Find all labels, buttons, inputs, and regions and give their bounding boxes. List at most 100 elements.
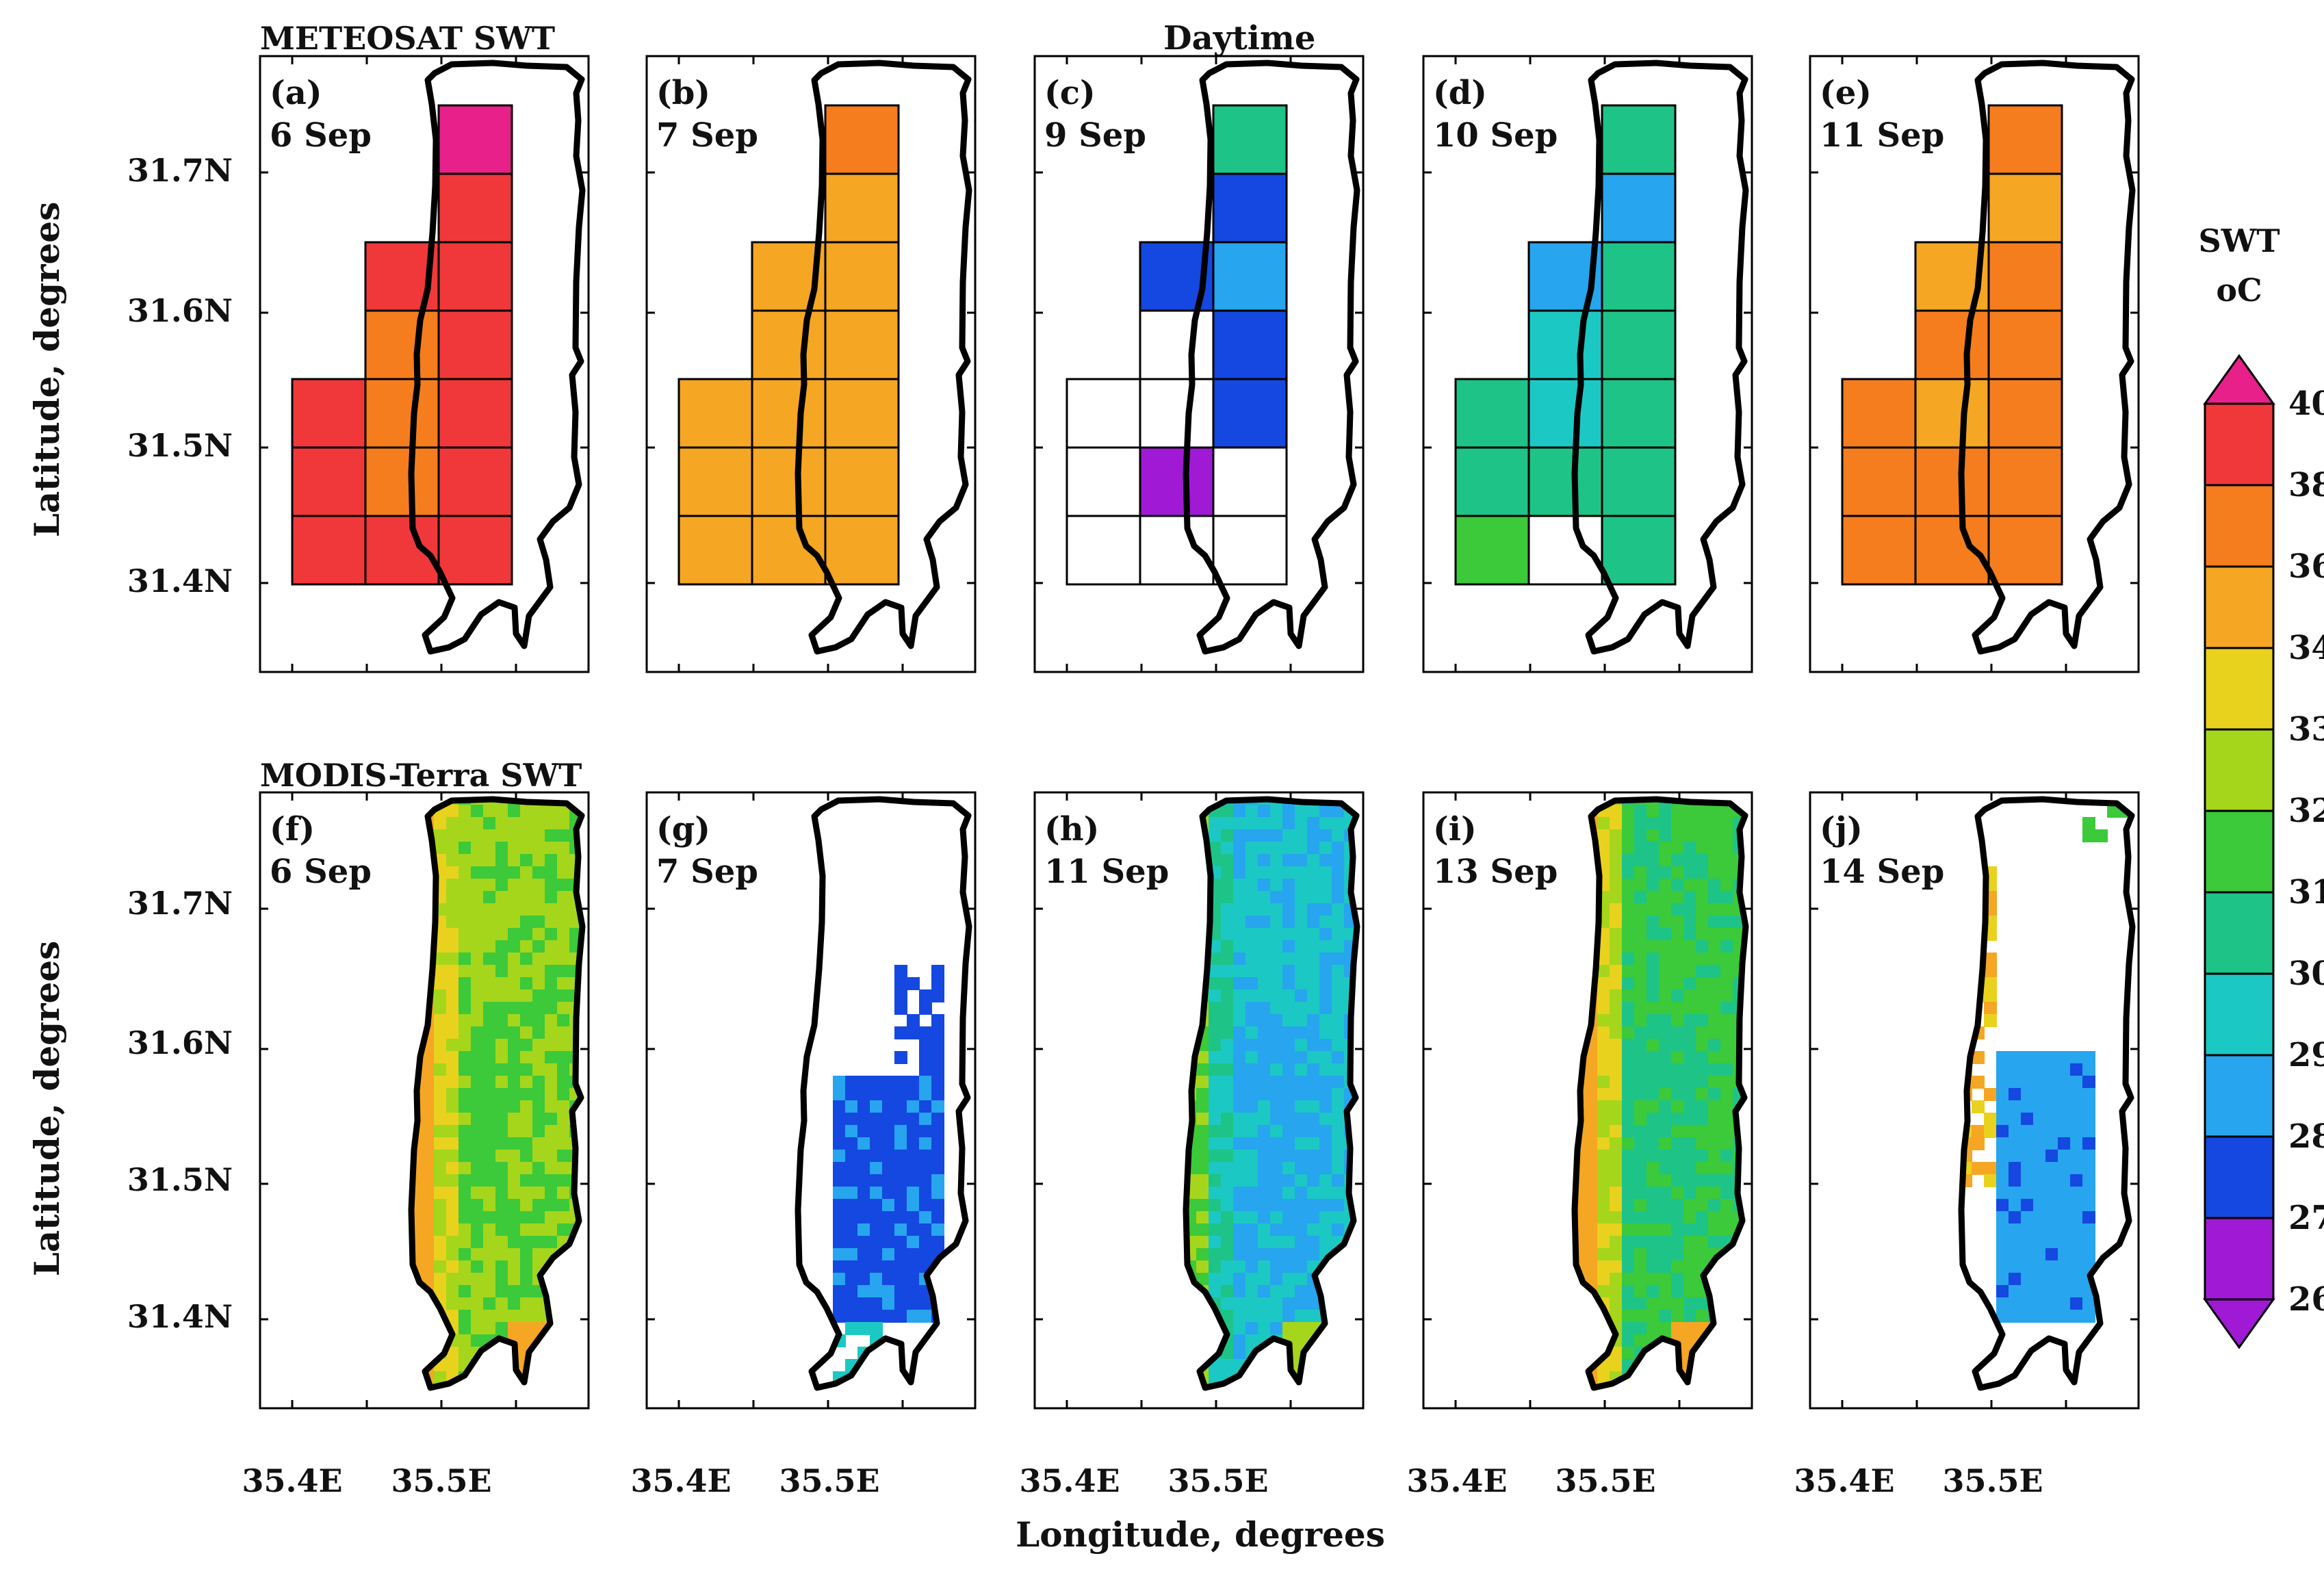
swt-pixel: [1984, 1014, 1997, 1027]
lon-ticks: 35.4E 35.5E 35.4E 35.5E 35.4E 35.5E 35.4…: [242, 1462, 2043, 1499]
swt-pixel: [1245, 1174, 1258, 1187]
swt-pixel: [1622, 1310, 1635, 1323]
swt-pixel: [2021, 1236, 2034, 1249]
swt-pixel: [1295, 928, 1308, 941]
colorbar-band: [2204, 402, 2275, 487]
swt-pixel: [1996, 1273, 2009, 1286]
swt-pixel: [1659, 1260, 1672, 1273]
swt-pixel: [532, 916, 545, 929]
swt-pixel: [1634, 817, 1647, 830]
swt-pixel: [894, 1187, 907, 1200]
swt-pixel: [1233, 965, 1246, 978]
swt-pixel: [471, 1322, 484, 1335]
swt-pixel: [2058, 1088, 2071, 1101]
swt-pixel: [1622, 1150, 1635, 1163]
swt-pixel: [1647, 1273, 1660, 1286]
swt-pixel: [483, 805, 496, 818]
swt-pixel: [495, 928, 508, 941]
swt-pixel: [1270, 866, 1283, 879]
swt-pixel: [2009, 1162, 2022, 1175]
swt-pixel: [1258, 842, 1271, 855]
swt-pixel: [1307, 977, 1320, 990]
swt-pixel: [931, 1088, 944, 1101]
swt-pixel: [1319, 1150, 1332, 1163]
swt-pixel: [1258, 1310, 1271, 1323]
swt-pixel: [1307, 965, 1320, 978]
swt-pixel: [483, 891, 496, 904]
swt-pixel: [471, 829, 484, 842]
swt-pixel: [1258, 1273, 1271, 1286]
swt-pixel: [1295, 891, 1308, 904]
swt-pixel: [2058, 1076, 2071, 1089]
swt-grid-cell: [1914, 446, 1990, 517]
swt-pixel: [471, 1039, 484, 1052]
swt-pixel: [1585, 1100, 1598, 1113]
swt-pixel: [483, 1273, 496, 1286]
panel-label: (f): [270, 810, 315, 849]
swt-pixel: [459, 1125, 472, 1138]
swt-pixel: [1696, 903, 1709, 916]
swt-pixel: [1270, 1014, 1283, 1027]
swt-pixel: [459, 1076, 472, 1089]
swt-pixel: [1270, 1223, 1283, 1236]
swt-pixel: [446, 1125, 459, 1138]
swt-pixel: [1708, 1223, 1721, 1236]
swt-pixel: [1708, 805, 1721, 818]
swt-pixel: [2070, 1236, 2083, 1249]
swt-pixel: [545, 1125, 558, 1138]
lat-tick-label: 31.7N: [127, 885, 233, 922]
swt-pixel: [1671, 953, 1684, 966]
swt-pixel: [495, 1051, 508, 1064]
swt-pixel: [2033, 1199, 2046, 1212]
swt-pixel: [2058, 1187, 2071, 1200]
swt-grid-cell: [1841, 515, 1917, 586]
swt-pixel: [508, 928, 521, 941]
swt-pixel: [1332, 854, 1345, 867]
swt-pixel: [1671, 805, 1684, 818]
swt-pixel: [483, 953, 496, 966]
swt-pixel: [931, 1014, 944, 1027]
swt-pixel: [1634, 805, 1647, 818]
swt-pixel: [1319, 928, 1332, 941]
swt-pixel: [882, 1113, 895, 1126]
swt-pixel: [532, 1310, 545, 1323]
swt-pixel: [446, 891, 459, 904]
swt-pixel: [1622, 1088, 1635, 1101]
swt-pixel: [1720, 1076, 1733, 1089]
swt-pixel: [1683, 903, 1696, 916]
panel-date: 6 Sep: [270, 116, 372, 155]
swt-pixel: [882, 1236, 895, 1249]
swt-pixel: [1708, 965, 1721, 978]
swt-pixel: [1295, 1322, 1308, 1335]
swt-pixel: [1319, 1002, 1332, 1015]
swt-pixel: [495, 965, 508, 978]
swt-pixel: [1209, 817, 1222, 830]
swt-pixel: [495, 1174, 508, 1187]
lat-tick-label: 31.5N: [127, 1161, 233, 1198]
swt-pixel: [1634, 928, 1647, 941]
swt-pixel: [459, 1322, 472, 1335]
swt-pixel: [1647, 1063, 1660, 1076]
swt-pixel: [1984, 1162, 1997, 1175]
swt-pixel: [1622, 1162, 1635, 1175]
swt-grid-cell: [1212, 172, 1288, 244]
swt-pixel: [882, 1310, 895, 1323]
swt-pixel: [471, 1236, 484, 1249]
swt-pixel: [422, 1211, 435, 1224]
swt-pixel: [1233, 842, 1246, 855]
swt-pixel: [2082, 1211, 2095, 1224]
swt-pixel: [1295, 1100, 1308, 1113]
swt-pixel: [545, 1088, 558, 1101]
swt-pixel: [1683, 1100, 1696, 1113]
swt-pixel: [1332, 817, 1345, 830]
swt-pixel: [1332, 916, 1345, 929]
swt-pixel: [1671, 1273, 1684, 1286]
swt-pixel: [919, 1310, 932, 1323]
swt-pixel: [919, 1187, 932, 1200]
swt-pixel: [1671, 879, 1684, 892]
swt-pixel: [1270, 1260, 1283, 1273]
swt-pixel: [1634, 1039, 1647, 1052]
swt-pixel: [1332, 1125, 1345, 1138]
swt-pixel: [422, 1187, 435, 1200]
swt-pixel: [1996, 1174, 2009, 1187]
